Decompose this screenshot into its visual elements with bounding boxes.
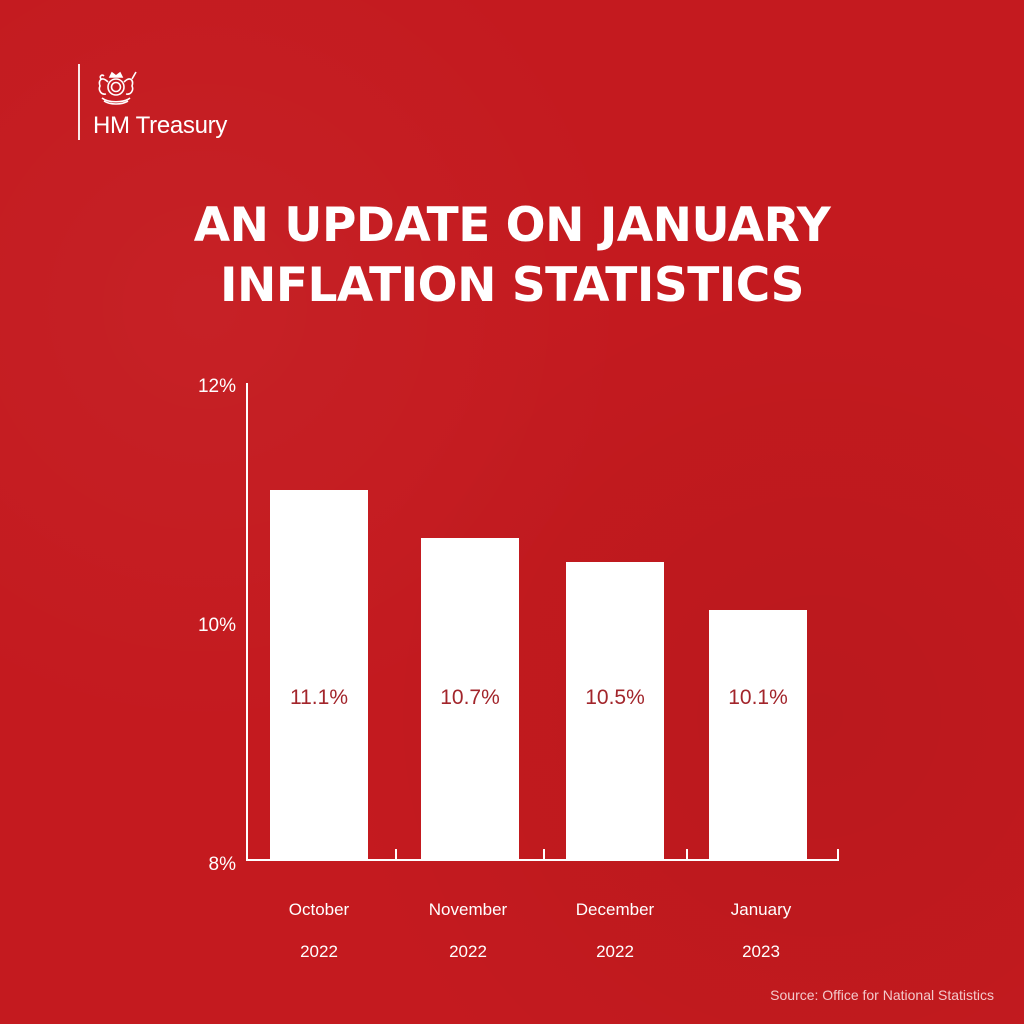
title-line-1: AN UPDATE ON JANUARY [193,198,831,253]
x-axis-line [246,859,839,861]
royal-coat-of-arms-icon [98,71,137,105]
logo-divider [78,64,80,140]
y-tick-label-8: 8% [208,854,236,875]
y-tick-label-12: 12% [197,376,236,397]
x-tick [837,849,839,860]
x-label-november-2022: November 2022 [398,878,538,983]
x-label-month: October [288,900,350,919]
y-tick-label-10: 10% [197,615,236,636]
x-label-october-2022: October 2022 [249,878,389,983]
bar-november-2022: 10.7% [421,538,519,860]
x-label-january-2023: January 2023 [691,878,831,983]
source-note: Source: Office for National Statistics [770,987,994,1003]
x-tick [395,849,397,860]
x-label-year: 2022 [596,942,634,961]
x-label-month: December [575,900,655,919]
bar-value-label: 10.5% [585,686,645,709]
x-label-year: 2023 [742,942,780,961]
brand-name: HM Treasury [93,112,228,139]
page-title: AN UPDATE ON JANUARY INFLATION STATISTIC… [0,196,1024,316]
x-label-year: 2022 [449,942,487,961]
x-label-december-2022: December 2022 [545,878,685,983]
x-tick [543,849,545,860]
bar-october-2022: 11.1% [270,490,368,860]
bar-january-2023: 10.1% [709,610,807,860]
bar-december-2022: 10.5% [566,562,664,860]
x-tick [686,849,688,860]
bar-value-label: 10.1% [728,686,788,709]
x-label-year: 2022 [300,942,338,961]
bar-value-label: 11.1% [290,686,348,709]
x-label-month: November [428,900,508,919]
title-line-2: INFLATION STATISTICS [220,258,804,313]
y-axis-line [246,383,248,861]
x-label-month: January [730,900,792,919]
bar-value-label: 10.7% [440,686,500,709]
